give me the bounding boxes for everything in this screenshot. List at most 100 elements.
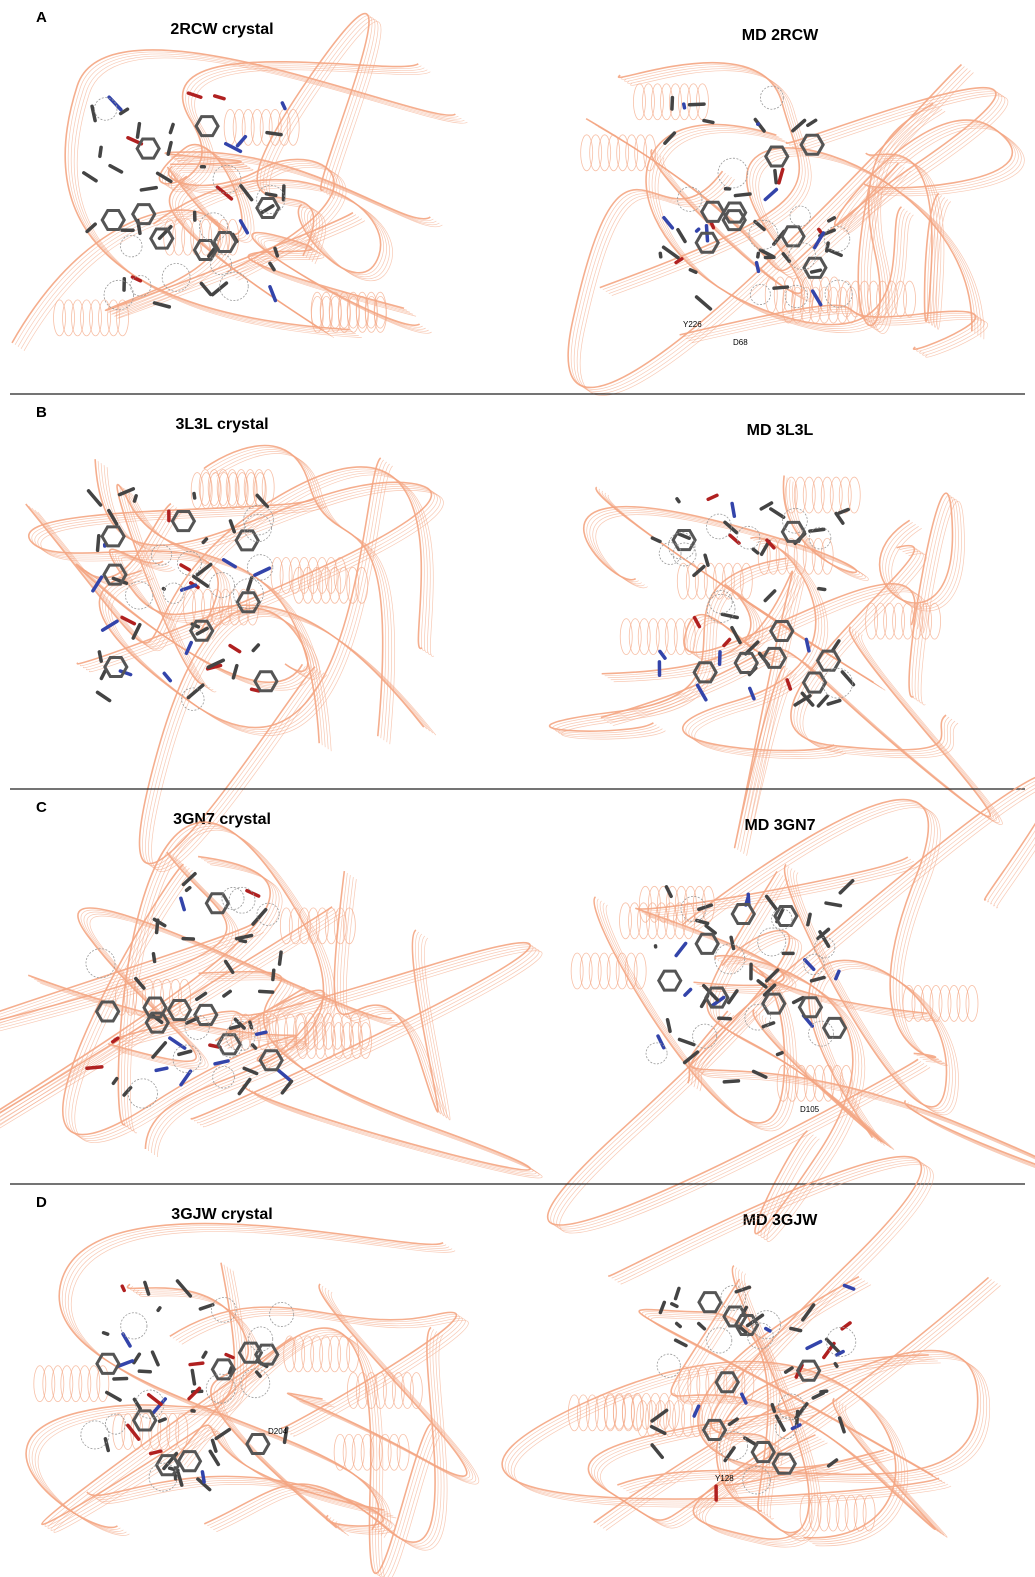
ligand-bond <box>842 1323 850 1329</box>
ribbon <box>613 635 1003 825</box>
left-title: 3GJW crystal <box>171 1206 272 1223</box>
ligand-bond <box>98 536 99 551</box>
ligand-bond <box>177 1281 190 1296</box>
ligand-bond <box>765 591 774 601</box>
ligand-bond <box>202 1472 204 1482</box>
ligand-bond <box>153 1043 165 1057</box>
ribbon <box>266 20 378 262</box>
helix-turn <box>677 563 689 599</box>
density-mesh <box>646 1043 667 1064</box>
helix-turn <box>267 1014 279 1050</box>
helix-turn <box>34 1366 46 1402</box>
helix-turn <box>884 603 896 639</box>
helix-turn <box>656 619 668 655</box>
helix-turn <box>765 277 777 313</box>
ligand-bond <box>699 1324 705 1329</box>
ligand-bond <box>280 952 282 964</box>
ligand-bond <box>685 990 691 996</box>
helix-turn <box>598 953 610 989</box>
ribbon <box>556 562 793 735</box>
ligand-bond <box>178 1472 182 1485</box>
helix-turn <box>184 589 196 625</box>
helix-turn <box>948 985 960 1021</box>
helix-turn <box>590 135 602 171</box>
ligand-bond <box>266 194 275 196</box>
ligand-bond <box>697 297 711 309</box>
ligand-bond <box>141 188 156 190</box>
helix-turn <box>599 135 611 171</box>
ligand-bond <box>255 568 270 575</box>
ligand-bond <box>215 96 224 99</box>
ribbon <box>600 1355 984 1527</box>
ligand-bond <box>157 920 158 932</box>
ligand-bond <box>812 270 821 272</box>
helix-turn <box>633 84 645 120</box>
helix-turn <box>821 477 833 513</box>
density-mesh <box>81 1421 109 1449</box>
density-mesh <box>120 235 142 257</box>
ligand-bond <box>722 614 737 617</box>
helix-turn <box>329 1336 341 1372</box>
ligand-bond <box>253 645 258 650</box>
ligand-bond <box>273 970 274 979</box>
helix-turn <box>845 287 857 323</box>
ribbon <box>85 510 311 689</box>
ligand-bond <box>676 943 685 955</box>
ribbon <box>260 16 372 258</box>
helix-turn <box>577 1395 589 1431</box>
aromatic-ring <box>172 512 194 531</box>
ligand-bond <box>766 1329 770 1331</box>
ligand-bond <box>181 565 189 570</box>
helix-turn <box>262 470 274 506</box>
helix-turn <box>54 300 66 336</box>
ligand-bond <box>282 103 285 109</box>
density-mesh <box>718 158 748 188</box>
helix-turn <box>285 1014 297 1050</box>
helix-turn <box>608 135 620 171</box>
ligand-bond <box>134 1354 139 1362</box>
panel: C3GN7 crystalMD 3GN7D105 <box>0 773 1035 1241</box>
helix-turn <box>343 1434 355 1470</box>
left-title: 2RCW crystal <box>170 21 273 38</box>
helix-turn <box>848 477 860 513</box>
ligand-bond <box>215 1061 228 1064</box>
ligand-bond <box>791 1328 801 1330</box>
helix-turn <box>383 1372 395 1408</box>
ribbon <box>559 564 796 737</box>
ligand-bond <box>186 643 191 654</box>
ligand-bond <box>89 491 101 505</box>
aromatic-ring <box>206 894 228 913</box>
ligand-bond <box>158 1308 160 1310</box>
helix-turn <box>686 563 698 599</box>
ligand-bond <box>828 701 840 705</box>
ligand-bond <box>257 1032 266 1034</box>
ligand-bond <box>230 1368 232 1373</box>
ligand-bond <box>104 1333 108 1334</box>
ligand-bond <box>240 940 245 941</box>
density-mesh <box>659 543 681 565</box>
helix-turn <box>374 292 386 328</box>
ligand-bond <box>818 696 827 706</box>
ligand-bond <box>808 120 816 125</box>
ligand-bond <box>836 514 843 524</box>
right-title: MD 3GN7 <box>744 817 815 834</box>
ligand-bond <box>123 1334 130 1346</box>
helix-turn <box>338 1336 350 1372</box>
helix-turn <box>347 296 359 332</box>
ligand-bond <box>151 1451 161 1453</box>
ligand-bond <box>181 898 184 909</box>
aromatic-ring <box>659 971 681 990</box>
ligand-bond <box>107 1393 120 1401</box>
ligand-bond <box>170 1038 185 1048</box>
ligand-bond <box>164 673 170 680</box>
helix-turn <box>644 135 656 171</box>
helix-turn <box>622 1393 634 1429</box>
ligand-bond <box>188 93 200 97</box>
ligand-bond <box>270 287 275 301</box>
ligand-bond <box>829 250 841 255</box>
ligand-bond <box>213 1440 216 1451</box>
ligand-bond <box>697 229 699 231</box>
ligand-bond <box>730 535 739 543</box>
ligand-bond <box>109 97 121 109</box>
helix-turn <box>629 903 641 939</box>
